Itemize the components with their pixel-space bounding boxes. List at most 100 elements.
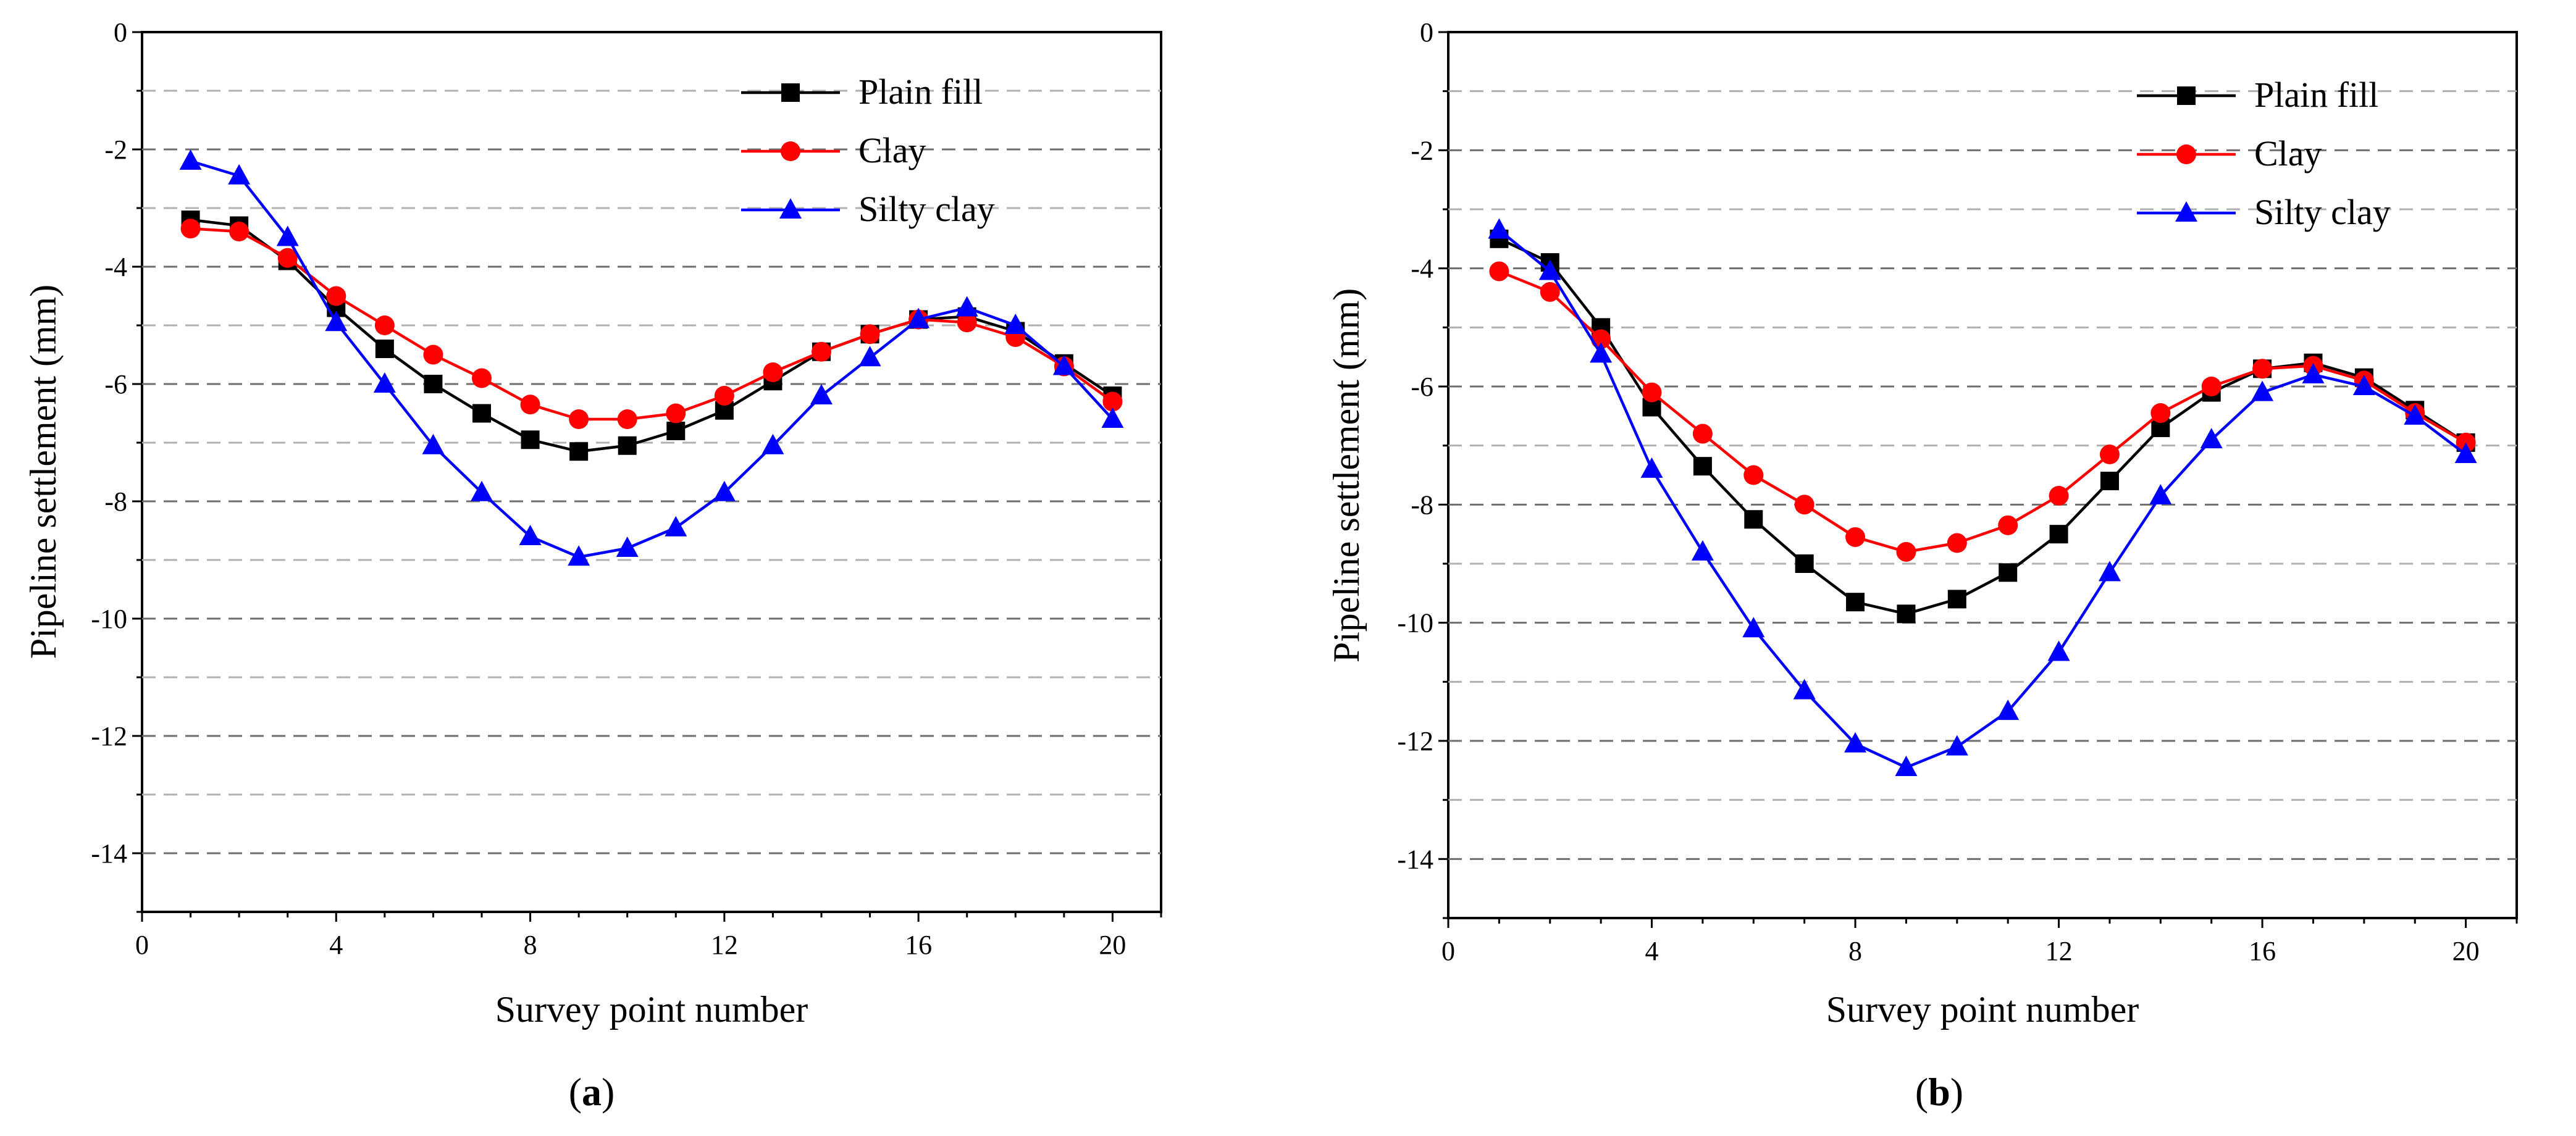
legend-marker (779, 198, 802, 219)
y-tick-label: -10 (91, 604, 127, 634)
data-point (373, 372, 396, 393)
data-point (2251, 380, 2274, 401)
x-tick-label: 4 (329, 930, 343, 960)
data-point (2149, 483, 2172, 504)
y-axis-label: Pipeline settlement (mm) (1326, 288, 1367, 663)
data-point (519, 525, 542, 545)
data-point (1947, 590, 1966, 609)
data-point (180, 219, 201, 239)
data-point (2150, 403, 2171, 424)
y-tick-label: -4 (1411, 254, 1433, 284)
y-tick-label: -2 (104, 135, 127, 165)
y-tick-label: -12 (1397, 726, 1433, 756)
data-point (325, 311, 348, 332)
data-point (424, 375, 443, 393)
legend-label: Silty clay (2254, 192, 2391, 232)
data-point (955, 296, 978, 317)
x-tick-label: 20 (1099, 930, 1126, 960)
data-point (2200, 428, 2223, 449)
y-tick-label: -4 (104, 252, 127, 282)
data-point (957, 312, 977, 333)
data-point (472, 404, 491, 423)
x-ticks: 0 4 8 12 16 20 (135, 912, 1162, 960)
data-series (1488, 218, 2477, 777)
data-point (179, 149, 202, 170)
data-point (1540, 282, 1560, 302)
data-point (2099, 445, 2120, 465)
x-tick-label: 12 (711, 930, 738, 960)
chart-panel-a: 0 -2 -4 -6 -8 -10 -12 -14 0 4 8 12 16 20 Plain fill C… (23, 17, 1162, 1114)
legend-label: Clay (858, 130, 926, 170)
data-point (1945, 735, 1968, 756)
data-point (1997, 700, 2020, 720)
plot-area-frame (141, 31, 1162, 913)
panel-letter: a (582, 1070, 602, 1114)
legend-label: Plain fill (858, 72, 983, 112)
series-line-silty-clay (190, 159, 1114, 559)
x-axis-label: Survey point number (495, 989, 808, 1030)
y-tick-label: 0 (1420, 17, 1433, 48)
data-point (1895, 756, 1918, 777)
data-point (1743, 465, 1764, 485)
data-point (422, 433, 445, 454)
data-point (1052, 354, 1075, 375)
data-point (665, 516, 687, 537)
data-point (617, 409, 637, 429)
data-point (666, 403, 686, 424)
x-tick-label: 0 (135, 930, 149, 960)
data-point (521, 430, 540, 449)
x-tick-label: 16 (905, 930, 932, 960)
data-point (1489, 261, 1509, 282)
series-line-plain-fill (1498, 237, 2467, 616)
data-point (810, 384, 833, 404)
data-point (375, 340, 394, 358)
data-point (569, 409, 589, 429)
data-point (1742, 617, 1765, 638)
legend-marker (2177, 86, 2196, 105)
legend-marker (781, 83, 800, 102)
legend-marker (2176, 144, 2196, 164)
data-point (2049, 485, 2069, 506)
data-point (2201, 377, 2221, 396)
data-point (907, 307, 930, 328)
y-tick-label: -6 (104, 369, 127, 399)
data-point (1896, 541, 1916, 562)
data-point (2252, 359, 2273, 379)
data-point (1846, 593, 1865, 612)
panel-label: (b) (1915, 1070, 1963, 1114)
y-tick-label: -8 (1411, 490, 1433, 520)
data-point (569, 442, 589, 461)
legend-marker (781, 141, 800, 161)
data-point (1004, 314, 1027, 334)
y-ticks: 0 -2 -4 -6 -8 -10 -12 -14 (1397, 17, 1448, 919)
x-ticks: 0 4 8 12 16 20 (1441, 918, 2518, 966)
y-tick-label: -14 (91, 838, 127, 869)
data-point (2047, 640, 2070, 661)
y-tick-label: 0 (114, 17, 127, 48)
x-tick-label: 8 (524, 930, 537, 960)
data-point (1102, 391, 1123, 412)
data-point (860, 324, 880, 345)
data-point (1101, 407, 1124, 428)
legend: Plain fill Clay Silty clay (2137, 75, 2391, 232)
data-point (2302, 362, 2325, 383)
data-point (229, 222, 250, 241)
data-point (1795, 554, 1814, 573)
plot-area-frame (1447, 31, 2518, 919)
data-point (472, 368, 492, 388)
data-point (616, 537, 639, 557)
y-tick-label: -12 (91, 721, 127, 751)
data-point (763, 362, 783, 382)
x-tick-label: 8 (1848, 936, 1862, 966)
panel-letter: b (1928, 1070, 1950, 1114)
y-tick-label: -14 (1397, 844, 1433, 874)
data-point (1692, 424, 1713, 444)
data-point (1744, 510, 1763, 529)
panel-label: (a) (569, 1070, 615, 1114)
series-line-silty-clay (1498, 228, 2467, 769)
data-point (1691, 540, 1714, 561)
legend-label: Silty clay (858, 189, 995, 229)
gridlines (1448, 90, 2517, 860)
x-tick-label: 4 (1645, 936, 1659, 966)
